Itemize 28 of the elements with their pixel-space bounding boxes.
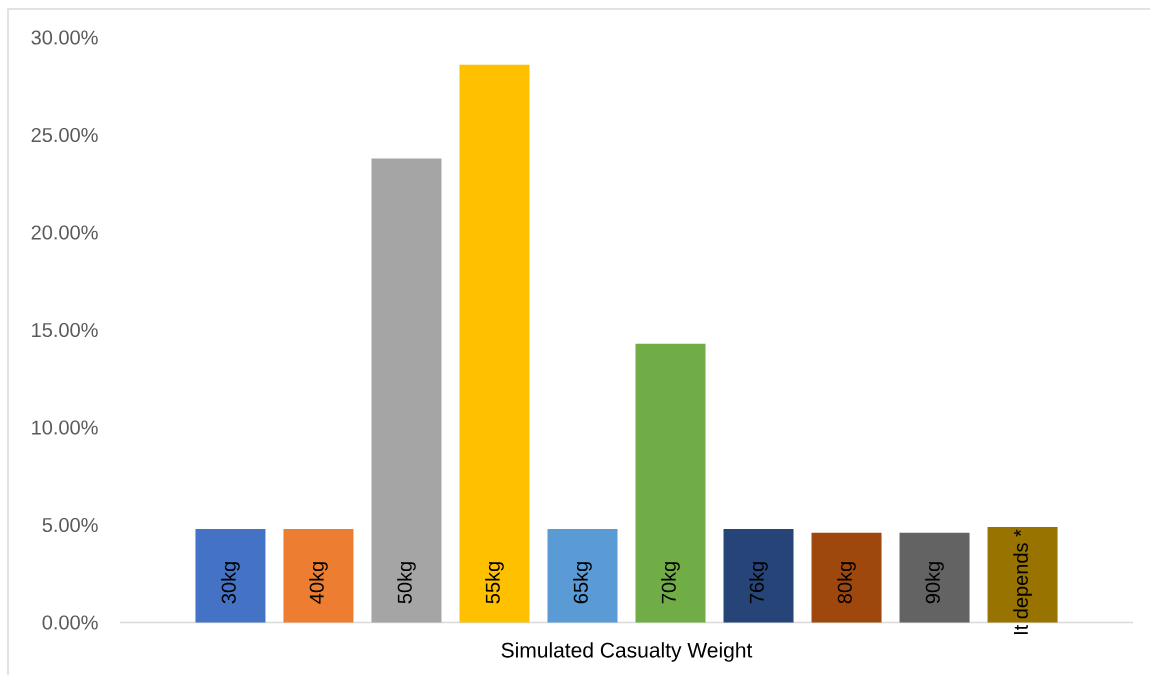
bar <box>723 528 794 623</box>
bar <box>547 528 618 623</box>
x-tick-label: 70kg <box>661 562 680 604</box>
y-tick-label: 0.00% <box>42 615 98 630</box>
y-tick-label: 5.00% <box>42 517 98 533</box>
y-tick-label: 15.00% <box>32 322 98 338</box>
bar <box>459 64 530 623</box>
x-tick-label: 50kg <box>397 562 416 604</box>
x-axis-title: Simulated Casualty Weight <box>501 642 753 662</box>
y-tick-label: 10.00% <box>32 420 98 435</box>
bar <box>195 528 266 623</box>
x-tick-label: 80kg <box>837 562 856 604</box>
bar <box>899 532 970 623</box>
x-tick-label: 55kg <box>485 562 504 604</box>
bar <box>283 528 354 623</box>
bar <box>371 158 442 623</box>
bar <box>635 343 706 623</box>
y-tick-label: 25.00% <box>31 127 98 143</box>
bar <box>987 526 1058 623</box>
x-tick-label: 40kg <box>309 562 328 604</box>
x-tick-label: 76kg <box>749 562 768 604</box>
x-tick-label: It depends * <box>1013 529 1032 635</box>
x-tick-label: 90kg <box>925 562 944 604</box>
x-tick-label: 30kg <box>221 562 240 604</box>
y-tick-label: 30.00% <box>31 30 98 45</box>
y-tick-label: 20.00% <box>31 225 98 240</box>
x-tick-label: 65kg <box>573 562 592 604</box>
bar <box>811 532 882 623</box>
